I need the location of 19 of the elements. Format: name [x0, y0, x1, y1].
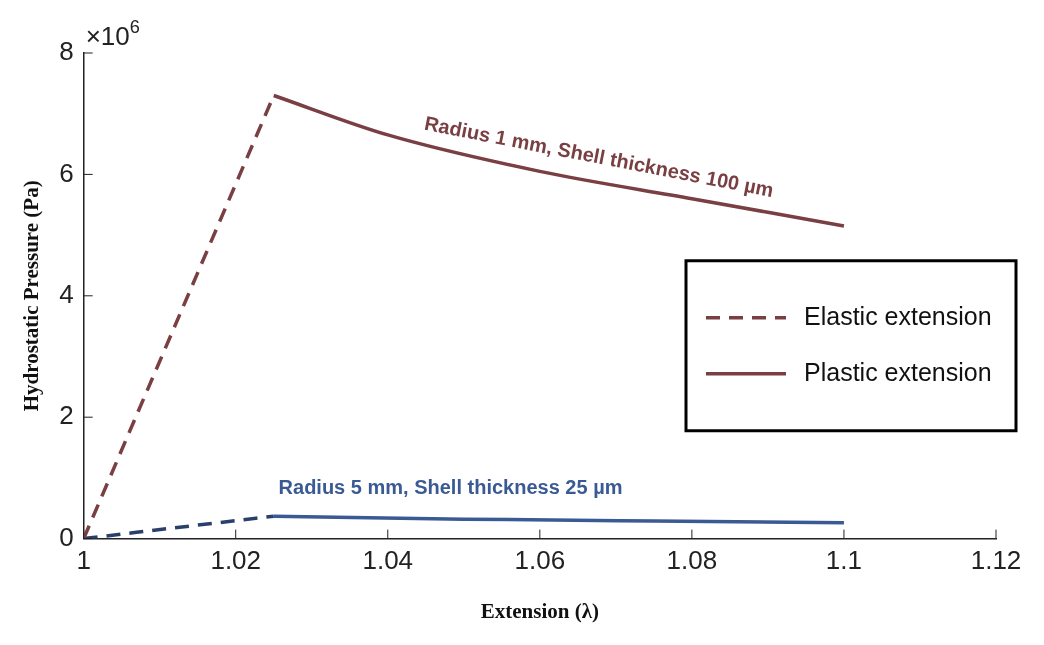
x-axis-title: Extension (λ) — [480, 598, 599, 623]
x-tick-label: 1 — [76, 545, 91, 576]
y-axis-title: Hydrostatic Pressure (Pa) — [19, 180, 44, 412]
annotation: Radius 1 mm, Shell thickness 100 µm — [422, 111, 776, 202]
x-tick-label: 1.06 — [514, 545, 566, 576]
legend-label: Elastic extension — [804, 301, 992, 330]
y-tick-label: 6 — [59, 157, 74, 188]
y-tick-label: 0 — [59, 521, 74, 552]
annotation: Radius 5 mm, Shell thickness 25 µm — [278, 476, 623, 499]
y-tick-label: 8 — [59, 36, 74, 67]
x-tick-label: 1.08 — [666, 545, 718, 576]
x-tick-label: 1.12 — [970, 545, 1022, 576]
y-tick-label: 4 — [59, 278, 74, 309]
x-tick-label: 1.1 — [825, 545, 863, 576]
y-tick-label: 2 — [59, 400, 74, 431]
legend-label: Plastic extension — [804, 357, 992, 386]
line-series — [271, 514, 846, 525]
x-tick-label: 1.04 — [362, 545, 414, 576]
x-tick-label: 1.02 — [210, 545, 262, 576]
